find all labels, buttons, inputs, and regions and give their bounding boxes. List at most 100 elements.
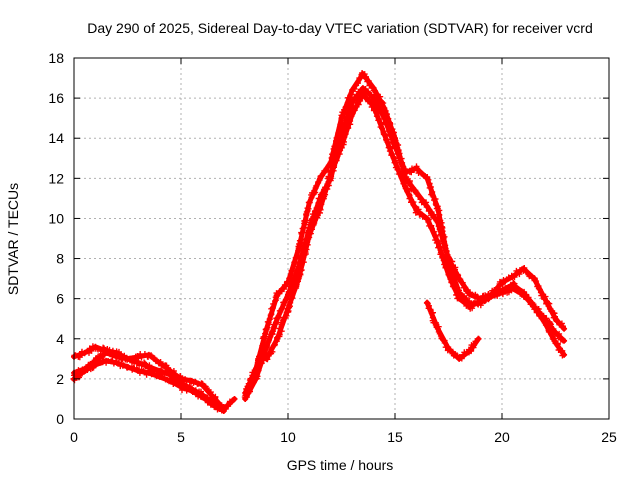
data-point (135, 359, 142, 366)
data-point (81, 349, 88, 356)
data-point (392, 159, 398, 166)
data-point (434, 325, 441, 332)
data-point (274, 315, 281, 322)
data-point (274, 335, 281, 342)
data-point (477, 297, 484, 304)
data-point (359, 71, 366, 78)
data-point (520, 265, 527, 272)
data-point (370, 95, 377, 102)
data-point (92, 361, 99, 368)
y-axis-label: SDTVAR / TECUs (5, 183, 21, 295)
y-tick-label: 10 (48, 210, 64, 226)
data-point (317, 175, 324, 182)
data-series (70, 70, 568, 414)
y-tick-label: 0 (56, 411, 64, 427)
data-point (370, 103, 377, 110)
data-point (263, 325, 270, 332)
x-axis-label: GPS time / hours (287, 457, 394, 473)
data-point (466, 291, 473, 298)
data-point (124, 355, 131, 362)
data-point (424, 175, 431, 182)
data-point (381, 115, 388, 122)
data-point (381, 131, 388, 138)
data-point (263, 355, 270, 362)
chart-title: Day 290 of 2025, Sidereal Day-to-day VTE… (87, 20, 593, 36)
y-tick-label: 16 (48, 90, 64, 106)
y-tick-label: 18 (48, 50, 64, 66)
data-point (210, 401, 217, 408)
data-point (488, 293, 495, 300)
data-point (402, 169, 409, 176)
data-point (135, 367, 142, 374)
data-point (263, 343, 270, 350)
x-tick-label: 25 (601, 429, 617, 445)
axes: 0 5 10 15 20 25 0 2 4 6 8 10 12 14 16 18 (48, 50, 617, 445)
data-point (349, 87, 356, 94)
data-point (413, 165, 420, 172)
data-point (167, 367, 174, 374)
data-point (274, 291, 281, 298)
data-point (552, 339, 559, 346)
data-point (445, 271, 452, 278)
data-point (145, 351, 152, 358)
data-point (475, 335, 482, 342)
data-point (306, 199, 313, 206)
data-point (561, 325, 568, 332)
data-point (552, 329, 559, 336)
data-point (295, 245, 302, 252)
data-point (499, 279, 505, 286)
data-point (424, 215, 431, 222)
series-track-7 (423, 299, 482, 362)
data-point (456, 355, 463, 362)
data-point (370, 85, 377, 92)
x-tick-label: 20 (494, 429, 510, 445)
data-point (359, 85, 366, 92)
data-point (434, 205, 441, 212)
x-tick-label: 0 (70, 429, 78, 445)
data-point (445, 345, 452, 352)
data-point (520, 291, 527, 298)
x-tick-label: 5 (177, 429, 185, 445)
x-tick-label: 10 (280, 429, 296, 445)
data-point (402, 185, 409, 192)
grid-lines (74, 58, 609, 419)
data-point (327, 171, 334, 178)
data-point (145, 369, 152, 376)
data-point (167, 377, 174, 384)
data-point (561, 337, 568, 344)
data-point (92, 343, 99, 350)
data-point (178, 375, 184, 382)
data-point (285, 305, 291, 312)
data-point (531, 303, 538, 310)
data-point (349, 111, 356, 118)
data-point (552, 315, 559, 322)
data-point (499, 289, 505, 296)
y-tick-label: 14 (48, 130, 64, 146)
x-tick-label: 15 (387, 429, 403, 445)
data-point (199, 381, 206, 388)
data-point (509, 285, 516, 292)
data-point (156, 373, 163, 380)
data-point (466, 303, 473, 310)
y-tick-label: 8 (56, 251, 64, 267)
data-point (434, 239, 441, 246)
data-point (456, 295, 463, 302)
data-point (178, 383, 184, 390)
data-point (413, 189, 420, 196)
data-point (392, 143, 398, 150)
data-point (349, 99, 356, 106)
data-point (317, 205, 324, 212)
data-point (531, 275, 538, 282)
data-point (509, 273, 516, 280)
series-track-2 (71, 349, 238, 413)
data-point (103, 349, 110, 356)
data-point (188, 377, 195, 384)
data-point (103, 357, 110, 364)
data-point (210, 393, 217, 400)
data-point (338, 143, 345, 150)
data-point (220, 407, 227, 414)
data-point (541, 319, 548, 326)
data-point (424, 203, 431, 210)
